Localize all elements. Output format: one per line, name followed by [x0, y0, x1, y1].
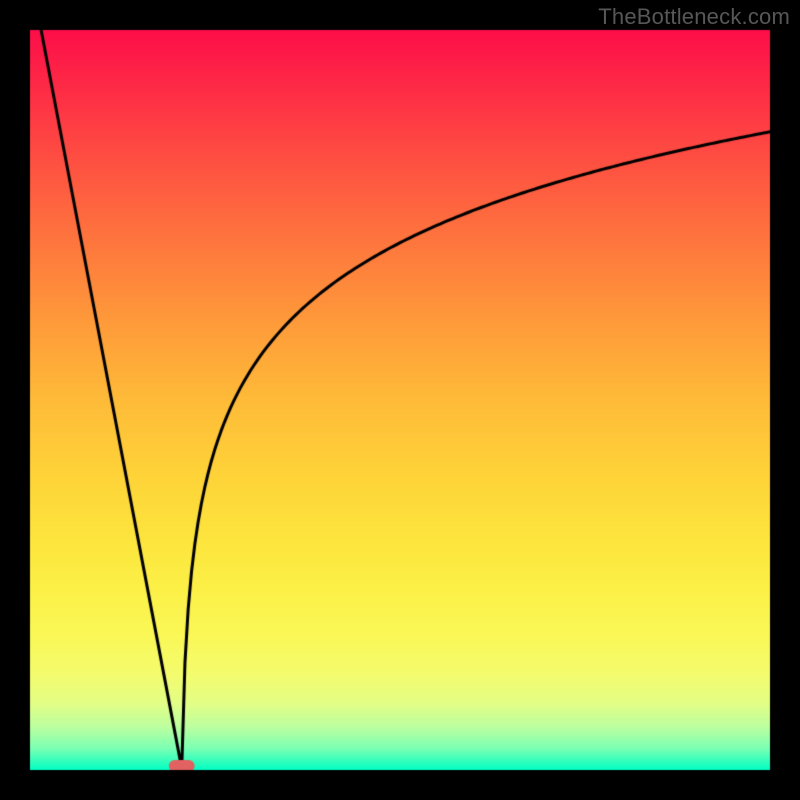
chart-container: TheBottleneck.com [0, 0, 800, 800]
bottleneck-curve-chart [0, 0, 800, 800]
